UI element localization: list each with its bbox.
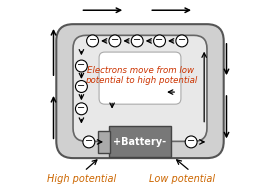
FancyBboxPatch shape — [99, 52, 181, 104]
Text: −: − — [178, 35, 186, 45]
Circle shape — [75, 60, 87, 72]
FancyBboxPatch shape — [98, 131, 110, 153]
Text: +Battery-: +Battery- — [113, 137, 167, 147]
Text: −: − — [88, 35, 97, 45]
Text: −: − — [77, 103, 85, 113]
FancyBboxPatch shape — [73, 35, 207, 141]
Circle shape — [75, 81, 87, 92]
Text: −: − — [85, 136, 93, 146]
Circle shape — [83, 136, 95, 148]
Circle shape — [176, 35, 188, 47]
Circle shape — [131, 35, 143, 47]
Text: −: − — [77, 60, 85, 70]
Circle shape — [185, 136, 197, 148]
Text: Low potential: Low potential — [149, 174, 215, 184]
FancyBboxPatch shape — [56, 24, 224, 158]
Text: −: − — [155, 35, 164, 45]
Circle shape — [87, 35, 99, 47]
Circle shape — [75, 103, 87, 115]
FancyBboxPatch shape — [109, 126, 171, 157]
Text: −: − — [77, 81, 85, 91]
Text: −: − — [133, 35, 141, 45]
Circle shape — [109, 35, 121, 47]
Text: −: − — [187, 136, 195, 146]
Circle shape — [153, 35, 165, 47]
Text: Electrons move from low
potential to high potential: Electrons move from low potential to hig… — [85, 66, 197, 85]
Text: −: − — [111, 35, 119, 45]
Text: High potential: High potential — [47, 174, 116, 184]
